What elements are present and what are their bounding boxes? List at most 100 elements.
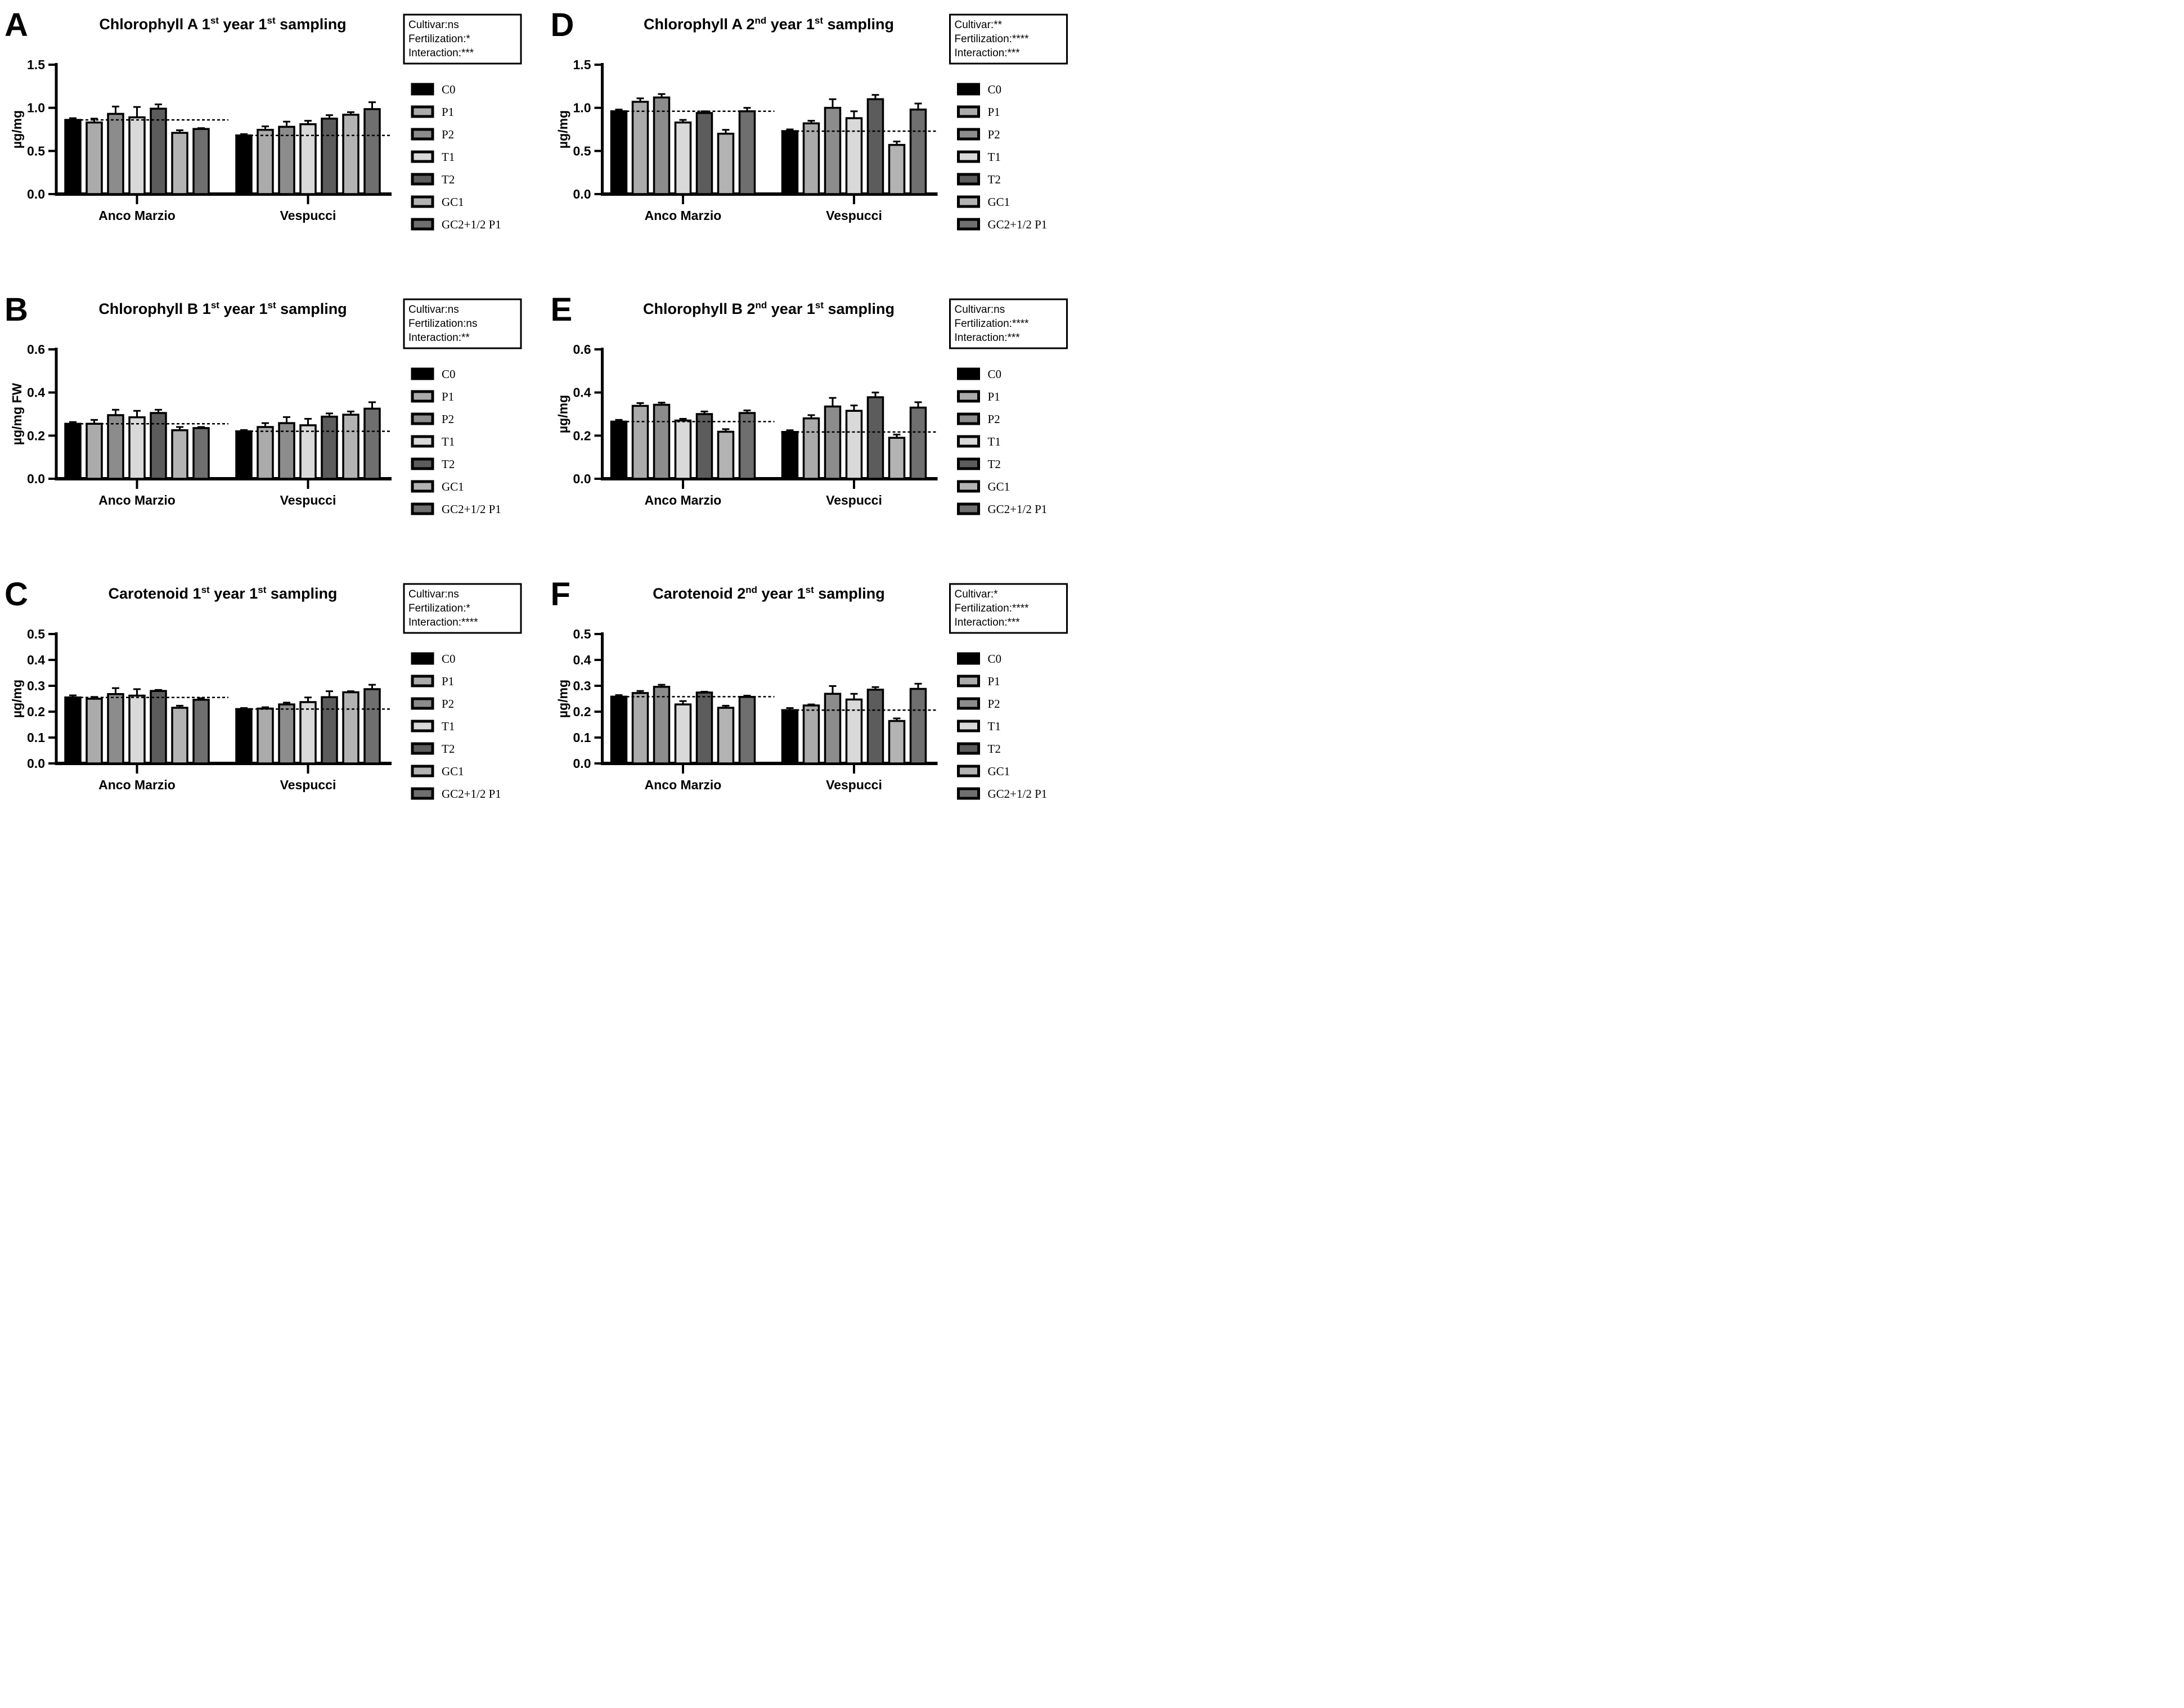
bar-p1-group1: [257, 129, 274, 195]
legend-label: GC1: [988, 765, 1010, 778]
bar-gc2-1-2-p1-group1: [363, 108, 381, 195]
bar-t2-group1: [321, 696, 338, 765]
stats-line: Interaction:***: [955, 617, 1021, 628]
bar-t2-group0: [150, 690, 167, 765]
legend-label: P1: [442, 390, 454, 403]
bar-t2-group1: [866, 396, 884, 480]
legend-label: T2: [988, 457, 1001, 471]
bar-gc1-group0: [717, 707, 735, 765]
y-axis-label: µg/mg: [556, 395, 570, 433]
panel-b: B Chlorophyll B 1st year 1st sampling Cult…: [0, 285, 546, 569]
y-tick-label: 1.0: [573, 101, 591, 115]
legend-label: GC1: [988, 480, 1010, 493]
legend-label: C0: [988, 652, 1002, 666]
legend-swatch-p2: [957, 128, 980, 141]
bar-p2-group0: [107, 113, 124, 195]
legend-label: T2: [442, 173, 455, 186]
panel-a: A Chlorophyll A 1st year 1st sampling Cult…: [0, 0, 546, 285]
legend-label: GC2+1/2 P1: [442, 502, 501, 516]
legend-label: C0: [442, 83, 456, 96]
legend-swatch-t2: [957, 742, 980, 755]
legend-swatch-gc2-1-2-p1: [957, 787, 980, 800]
legend-label: T2: [988, 173, 1001, 186]
legend-swatch-p2: [957, 697, 980, 710]
legend-swatch-c0: [411, 367, 434, 380]
stats-box: [403, 583, 522, 634]
bar-p1-group0: [86, 698, 103, 765]
bar-gc2-1-2-p1-group0: [738, 696, 756, 765]
y-tick-label: 0.0: [573, 471, 591, 486]
y-tick-label: 0.5: [27, 143, 45, 158]
stats-line: Fertilization:*: [408, 33, 470, 45]
bar-p2-group0: [107, 414, 124, 480]
panel-c-chart: C Carotenoid 1st year 1st sampling Cultiva…: [5, 576, 522, 801]
legend-swatch-p1: [957, 105, 980, 118]
legend-label: GC2+1/2 P1: [442, 218, 501, 231]
legend-swatch-t2: [957, 457, 980, 470]
stats-line: Interaction:**: [408, 332, 470, 344]
y-tick-label: 0.0: [27, 756, 45, 771]
bar-p1-group1: [257, 426, 274, 480]
bar-c0-group0: [64, 119, 82, 195]
stats-line: Cultivar:ns: [955, 304, 1005, 316]
legend-label: P1: [988, 390, 1000, 403]
bar-gc2-1-2-p1-group1: [363, 688, 381, 765]
legend-swatch-t1: [411, 150, 434, 163]
stats-line: Interaction:***: [408, 47, 474, 59]
legend-swatch-p1: [411, 675, 434, 687]
bar-p2-group0: [653, 686, 671, 765]
legend-label: P1: [442, 675, 454, 688]
legend-swatch-gc2-1-2-p1: [411, 502, 434, 515]
y-tick-label: 0.3: [27, 678, 45, 693]
legend-label: T1: [442, 435, 455, 448]
legend-label: T1: [988, 720, 1001, 733]
bar-p2-group1: [824, 106, 842, 195]
legend-label: GC2+1/2 P1: [988, 218, 1048, 231]
bar-t2-group1: [321, 118, 338, 195]
bar-p1-group1: [257, 707, 274, 765]
y-tick-label: 0.0: [573, 756, 591, 771]
legend-swatch-gc2-1-2-p1: [411, 787, 434, 800]
y-tick-label: 0.4: [573, 653, 591, 667]
bar-c0-group1: [781, 431, 799, 480]
legend-label: C0: [442, 367, 456, 381]
bar-p2-group0: [653, 96, 671, 195]
y-axis-label: µg/mg: [556, 110, 570, 149]
y-tick-label: 0.0: [573, 187, 591, 201]
bar-gc1-group1: [342, 413, 359, 480]
panel-letter: E: [551, 291, 573, 328]
stats-line: Fertilization:*: [408, 603, 470, 614]
stats-line: Cultivar:ns: [408, 304, 459, 316]
legend-swatch-t2: [411, 457, 434, 470]
y-tick-label: 0.0: [27, 187, 45, 201]
bar-c0-group0: [610, 420, 628, 480]
legend-label: T2: [442, 742, 455, 756]
legend-label: P1: [442, 105, 454, 119]
bar-p1-group1: [802, 704, 820, 765]
bar-p1-group0: [86, 121, 103, 195]
bar-gc1-group0: [171, 429, 188, 480]
legend-label: C0: [442, 652, 456, 666]
legend-label: T1: [442, 720, 455, 733]
x-group-label: Vespucci: [826, 493, 882, 507]
legend-swatch-p2: [411, 412, 434, 425]
legend-swatch-gc1: [411, 195, 434, 208]
panel-letter: D: [551, 7, 574, 43]
panel-a-chart: A Chlorophyll A 1st year 1st sampling Cult…: [5, 7, 522, 231]
bar-p2-group1: [824, 693, 842, 765]
x-group-label: Anco Marzio: [98, 493, 176, 507]
stats-line: Cultivar:*: [955, 588, 999, 600]
legend-swatch-gc1: [957, 765, 980, 777]
bar-gc1-group0: [171, 132, 188, 195]
bar-gc2-1-2-p1-group0: [738, 110, 756, 195]
bar-gc1-group1: [342, 114, 359, 195]
legend-label: P2: [442, 412, 454, 426]
y-tick-label: 0.1: [27, 730, 45, 745]
legend-swatch-t2: [957, 173, 980, 186]
panel-c: C Carotenoid 1st year 1st sampling Cultiva…: [0, 569, 546, 854]
bar-gc2-1-2-p1-group0: [192, 699, 210, 765]
y-tick-label: 0.0: [27, 471, 45, 486]
stats-line: Fertilization:****: [955, 603, 1030, 614]
y-tick-label: 0.4: [27, 385, 45, 400]
y-tick-label: 0.4: [27, 653, 45, 667]
